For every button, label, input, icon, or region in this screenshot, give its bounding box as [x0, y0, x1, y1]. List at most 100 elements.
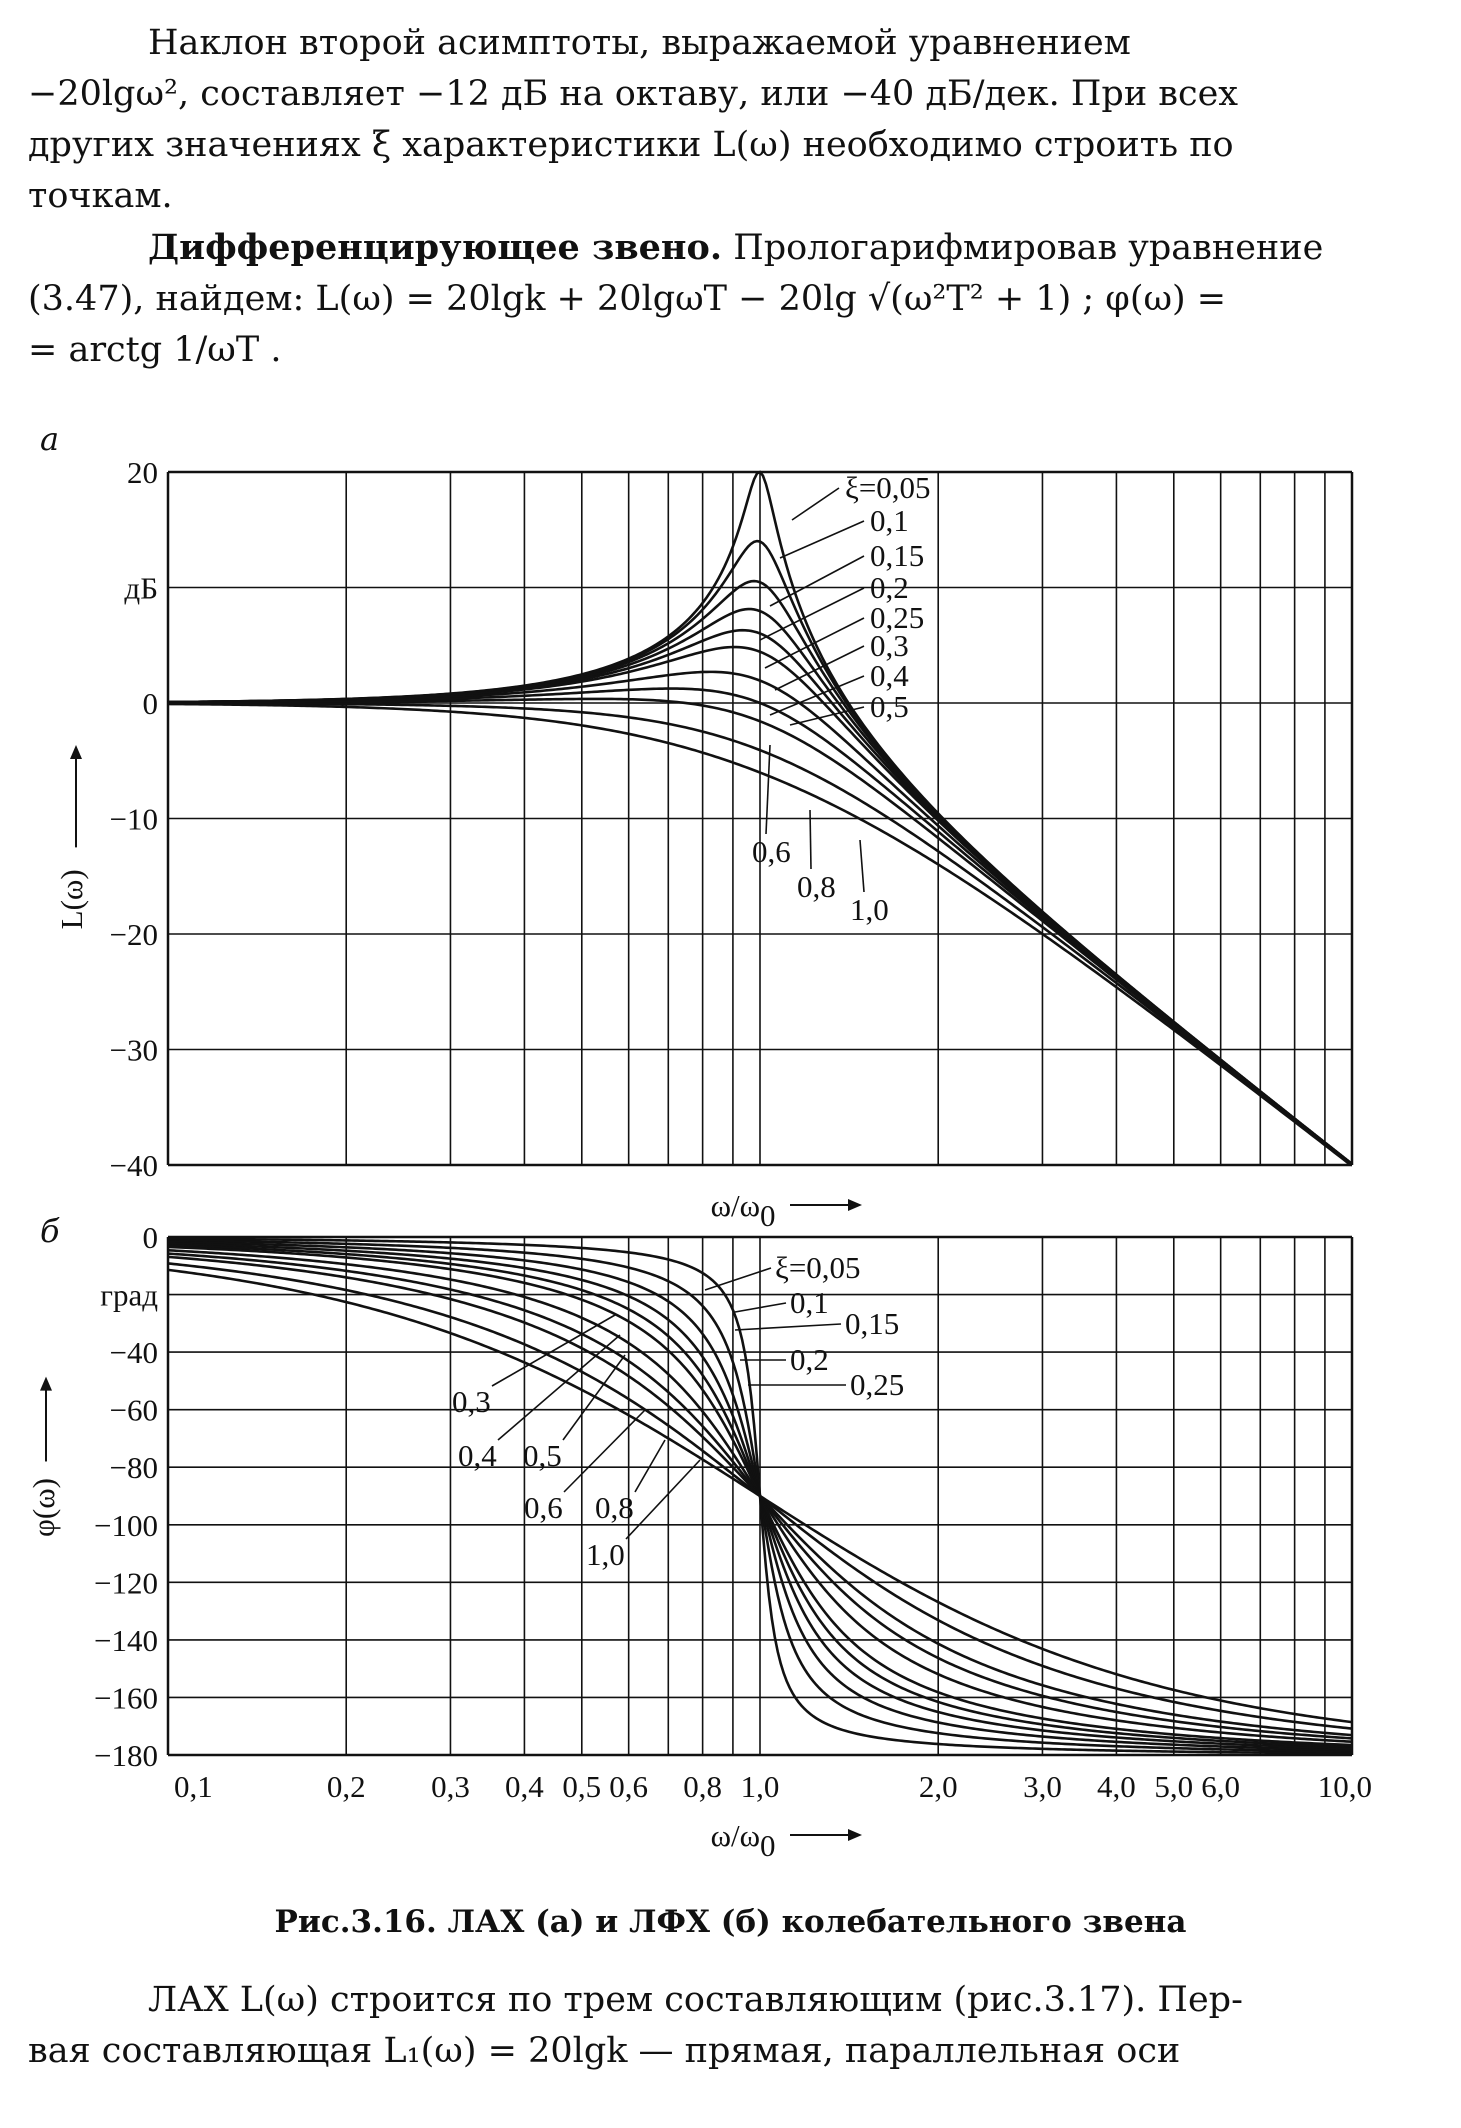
chart-b-curve-label-1: 0,1 [790, 1285, 829, 1320]
chart-b-leader-8 [563, 1409, 646, 1493]
chart-b-xlabel-sub: 0 [760, 1828, 776, 1863]
chart-b-ytick-label: −120 [94, 1565, 158, 1600]
chart-a-ytick-label: −40 [110, 1148, 158, 1183]
chart-a-yaxis-arrowhead [70, 744, 82, 759]
paragraph-2-line-3: = arctg 1/ωT . [28, 330, 282, 370]
chart-b-leader-6 [497, 1334, 621, 1441]
chart-a-leader-9 [809, 809, 812, 870]
chart-a-xlabel-sub: 0 [760, 1198, 776, 1233]
chart-b-curve-label-5: 0,3 [452, 1384, 491, 1419]
chart-b-xtick-label: 10,0 [1318, 1769, 1372, 1804]
chart-b-curve-10 [167, 1268, 1353, 1724]
chart-b-curve-label-7: 0,5 [523, 1438, 562, 1473]
chart-b-leader-5 [491, 1314, 616, 1387]
chart-b-xaxis-arrowhead [848, 1829, 862, 1841]
chart-a-curve-label-4: 0,25 [870, 600, 924, 635]
chart-a-curve-label-3: 0,2 [870, 570, 909, 605]
chart-b-ytick-label: −80 [110, 1450, 158, 1485]
chart-b-leader-9 [634, 1439, 666, 1493]
paragraph-3: ЛАХ L(ω) строится по трем составляющим (… [28, 1975, 1408, 2077]
chart-a-curve-10 [167, 702, 1353, 1167]
chart-b-panel-label: б [40, 1212, 60, 1250]
chart-b-yunit-label: град [100, 1278, 158, 1313]
chart-b-leader-7 [562, 1354, 626, 1441]
chart-b-lfx: 0 −40 −60 −80 −100 −120 −140 −160 −180 град φ(ω) 0,… [26, 1212, 1372, 1863]
chart-a-curve-label-8: 0,6 [752, 834, 791, 869]
chart-b-xtick-label: 4,0 [1097, 1769, 1136, 1804]
chart-a-leader-1 [779, 520, 865, 559]
chart-a-ytick-label: 0 [143, 686, 159, 721]
chart-a-leader-7 [789, 706, 865, 726]
chart-b-xtick-label: 2,0 [919, 1769, 958, 1804]
paragraph-3-line-1: ЛАХ L(ω) строится по трем составляющим (… [148, 1980, 1243, 2020]
chart-b-curve-label-2: 0,15 [845, 1306, 899, 1341]
chart-a-curve-label-6: 0,4 [870, 658, 909, 693]
chart-a-xaxis-arrowhead [848, 1199, 862, 1211]
chart-b-curve-label-6: 0,4 [458, 1438, 497, 1473]
chart-b-xtick-label: 3,0 [1023, 1769, 1062, 1804]
chart-a-curve-label-1: 0,1 [870, 503, 909, 538]
figure-caption: Рис.3.16. ЛАХ (а) и ЛФХ (б) колебательно… [274, 1904, 1187, 1940]
chart-b-ytick-label: 0 [143, 1220, 159, 1255]
chart-b-curve-label-9: 0,8 [595, 1490, 634, 1525]
chart-b-curve-label-4: 0,25 [850, 1367, 904, 1402]
paragraph-1-line-3: других значениях ξ характеристики L(ω) н… [28, 125, 1234, 165]
chart-a-leader-3 [759, 587, 865, 641]
chart-b-ytick-label: −60 [110, 1393, 158, 1428]
chart-b-xtick-label: 0,6 [609, 1769, 648, 1804]
chart-b-xtick-label: 0,4 [505, 1769, 544, 1804]
chart-a-curve-label-2: 0,15 [870, 538, 924, 573]
paragraph-1-line-2: −20lgω², составляет −12 дБ на октаву, ил… [28, 74, 1239, 114]
chart-b-leader-10 [625, 1459, 701, 1540]
chart-a-ylabel: L(ω) [54, 869, 89, 929]
chart-a-curve-8 [168, 697, 1353, 1166]
paragraph-2-line-2: (3.47), найдем: L(ω) = 20lgk + 20lgωT − … [28, 279, 1227, 319]
chart-b-curve-label-3: 0,2 [790, 1342, 829, 1377]
chart-b-ytick-label: −140 [94, 1623, 158, 1658]
paragraph-1-line-4: точкам. [28, 176, 173, 216]
chart-b-xtick-label: 0,5 [562, 1769, 601, 1804]
chart-b-ylabel: φ(ω) [26, 1478, 61, 1537]
chart-a-ytick-label: −10 [110, 802, 158, 837]
chart-a-curve-label-10: 1,0 [850, 892, 889, 927]
chart-b-curve-label-8: 0,6 [524, 1490, 563, 1525]
chart-b-leader-2 [734, 1323, 842, 1331]
chart-a-curve-label-5: 0,3 [870, 628, 909, 663]
chart-b-xtick-label: 6,0 [1201, 1769, 1240, 1804]
chart-a-leader-6 [769, 675, 865, 716]
paragraph-2: Дифференцирующее звено. Прологарифмирова… [28, 222, 1408, 376]
chart-a-ytick-label: −20 [110, 917, 158, 952]
chart-b-xtick-label: 0,1 [174, 1769, 213, 1804]
chart-a-yunit-label: дБ [124, 571, 158, 606]
paragraph-1: Наклон второй асимптоты, выражаемой урав… [28, 18, 1408, 222]
chart-a-panel-label: а [40, 420, 59, 458]
chart-b-yaxis-arrowhead [40, 1376, 52, 1391]
chart-b-ytick-label: −40 [110, 1335, 158, 1370]
chart-b-xlabel: ω/ω [711, 1818, 760, 1853]
chart-a-leader-10 [859, 839, 865, 893]
chart-a-ytick-label: −30 [110, 1033, 158, 1068]
chart-b-xtick-label: 5,0 [1154, 1769, 1193, 1804]
chart-a-leader-5 [774, 645, 865, 691]
chart-a-curve-label-0: ξ=0,05 [845, 470, 931, 505]
chart-a-leader-2 [769, 555, 865, 607]
chart-a-leader-8 [765, 744, 771, 835]
chart-b-ytick-label: −180 [94, 1738, 158, 1773]
chart-b-leader-0 [704, 1267, 772, 1291]
chart-b-leader-1 [734, 1302, 787, 1313]
chart-a-leader-0 [791, 487, 840, 521]
chart-b-curve-label-10: 1,0 [586, 1537, 625, 1572]
chart-b-ytick-label: −100 [94, 1508, 158, 1543]
chart-b-xtick-label: 0,2 [327, 1769, 366, 1804]
chart-b-xtick-label: 1,0 [741, 1769, 780, 1804]
paragraph-1-line-1: Наклон второй асимптоты, выражаемой урав… [148, 23, 1131, 63]
chart-b-ytick-label: −160 [94, 1680, 158, 1715]
chart-a-curve-label-9: 0,8 [797, 869, 836, 904]
chart-b-curve-label-0: ξ=0,05 [775, 1250, 861, 1285]
chart-a-ytick-label: 20 [127, 455, 158, 490]
paragraph-3-line-2: вая составляющая L₁(ω) = 20lgk — прямая,… [28, 2031, 1181, 2071]
paragraph-2-line-1: Дифференцирующее звено. Прологарифмирова… [148, 227, 1324, 268]
chart-a-curve-9 [168, 701, 1353, 1167]
